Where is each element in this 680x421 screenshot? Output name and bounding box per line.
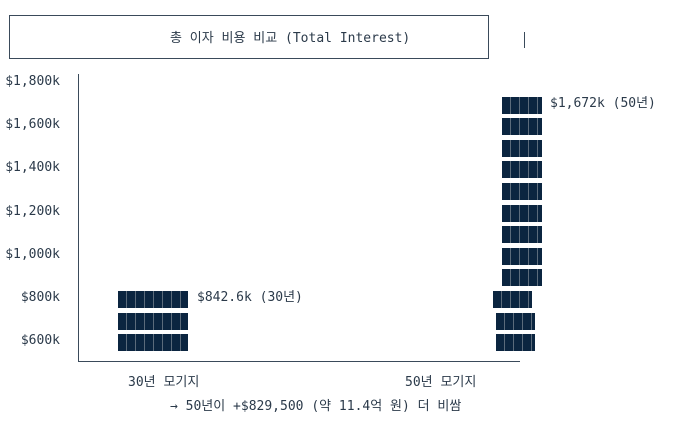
bar-block-50: [502, 226, 542, 244]
bar-block-30: [118, 334, 188, 352]
data-label: $1,672k (50년): [550, 95, 656, 111]
data-label: $842.6k (30년): [197, 290, 303, 305]
bar-block-50: [502, 269, 542, 287]
bar-block-30: [118, 312, 188, 330]
y-tick-label: $1,400k: [5, 160, 60, 176]
bar-block-50: [502, 247, 542, 265]
x-axis-line: [78, 361, 520, 362]
bar-block-50: [502, 139, 542, 157]
bar-block-50: [496, 312, 535, 330]
bar-block-50: [493, 291, 532, 308]
y-tick-label: $600k: [20, 333, 60, 349]
bar-block-50: [502, 96, 542, 114]
bar-block-50: [502, 204, 542, 222]
bar-block-50: [502, 118, 542, 136]
x-label-50: 50년 모기지: [405, 375, 477, 390]
y-tick-label: $1,800k: [5, 74, 60, 89]
bar-block-50: [502, 183, 542, 200]
title-box-stray-bar: [524, 32, 525, 48]
y-tick-label: $1,200k: [5, 203, 60, 219]
bar-block-50: [502, 161, 542, 179]
y-tick-label: $800k: [20, 290, 60, 305]
bar-block-30: [118, 291, 188, 308]
title-box-border: [9, 15, 489, 59]
bar-block-50: [496, 334, 535, 352]
y-axis-line: [78, 74, 79, 362]
annotation: → 50년이 +$829,500 (약 11.4억 원) 더 비쌈: [170, 399, 462, 414]
y-tick-label: $1,000k: [5, 246, 60, 262]
chart-title: 총 이자 비용 비교 (Total Interest): [170, 31, 411, 46]
y-tick-label: $1,600k: [5, 117, 60, 133]
x-label-30: 30년 모기지: [128, 375, 200, 390]
